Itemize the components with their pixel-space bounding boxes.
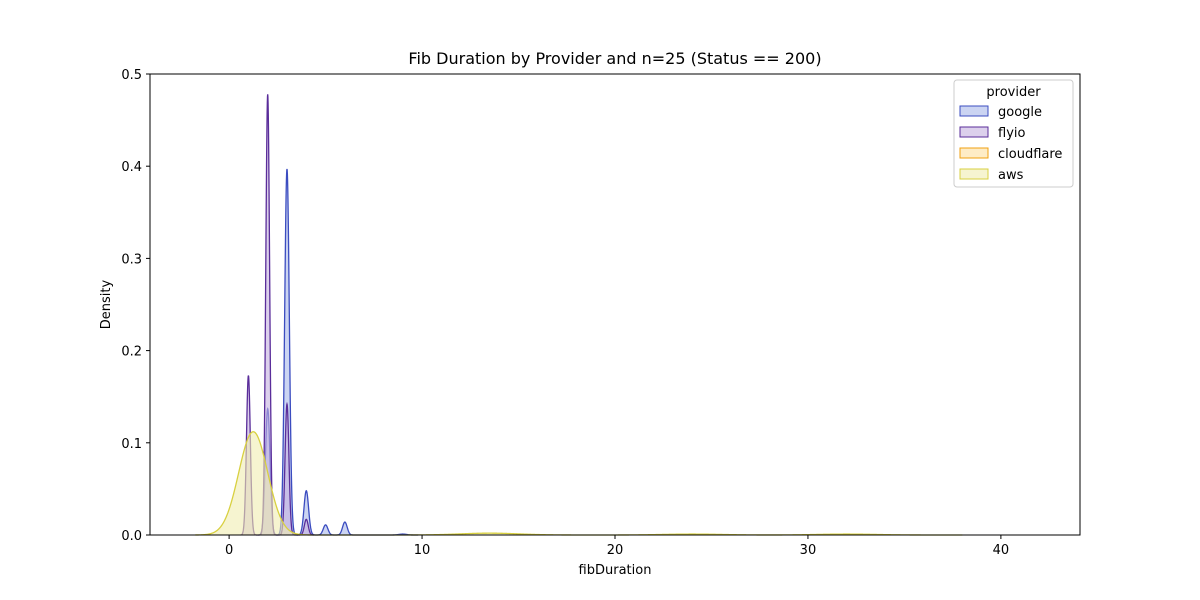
series-layer [195, 94, 963, 536]
x-tick-label: 40 [993, 543, 1010, 558]
chart-title: Fib Duration by Provider and n=25 (Statu… [408, 49, 821, 68]
legend-swatch-aws [959, 168, 989, 180]
legend: provider google flyio cloudflare aws [953, 79, 1074, 188]
legend-swatch-flyio [959, 126, 989, 138]
legend-swatch-cloudflare [959, 147, 989, 159]
x-tick-label: 0 [225, 543, 233, 558]
x-tick-label: 20 [607, 543, 624, 558]
density-area-aws [195, 431, 963, 535]
legend-title: provider [986, 85, 1041, 100]
y-axis-title: Density [99, 279, 114, 329]
legend-label-aws: aws [998, 168, 1024, 183]
legend-label-google: google [998, 105, 1042, 120]
y-tick-label: 0.2 [121, 345, 142, 360]
legend-label-flyio: flyio [998, 126, 1025, 141]
y-tick-label: 0.5 [121, 68, 142, 83]
density-line-google [258, 168, 419, 536]
x-tick-label: 10 [414, 543, 431, 558]
x-axis: 0 10 20 30 40 [225, 535, 1009, 558]
y-axis: 0.0 0.1 0.2 0.3 0.4 0.5 [121, 68, 150, 544]
legend-items: google flyio cloudflare aws [959, 105, 1062, 183]
y-tick-label: 0.4 [121, 160, 142, 175]
x-axis-title: fibDuration [579, 563, 652, 578]
legend-swatch-google [959, 105, 989, 117]
y-tick-label: 0.3 [121, 252, 142, 267]
series-google [258, 168, 419, 536]
density-line-aws [195, 431, 963, 536]
legend-label-cloudflare: cloudflare [998, 147, 1062, 162]
y-tick-label: 0.1 [121, 437, 142, 452]
x-tick-label: 30 [800, 543, 817, 558]
series-aws [195, 431, 963, 536]
y-tick-label: 0.0 [121, 529, 142, 544]
